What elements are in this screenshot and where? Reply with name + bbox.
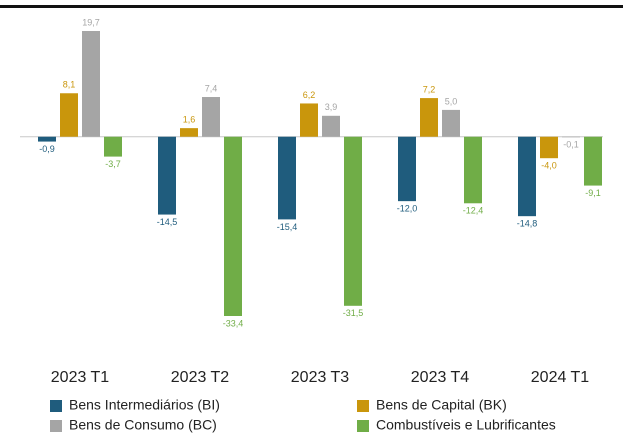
data-label: -14,5 [157,217,178,227]
data-label: 8,1 [63,80,76,90]
data-label: -0,9 [39,144,55,154]
bar [584,136,602,186]
bar [464,136,482,204]
bar [82,31,100,137]
bar [562,136,580,138]
data-label: -31,5 [343,308,364,318]
data-label: 19,7 [82,17,100,27]
data-label: 1,6 [183,115,196,125]
data-label: -3,7 [105,159,121,169]
x-tick-label: 2023 T1 [51,369,110,386]
bar [224,136,242,316]
legend-swatch [357,420,369,432]
x-tick-label: 2023 T2 [171,369,230,386]
x-tick-label: 2024 T1 [531,369,590,386]
data-label: 3,9 [325,102,338,112]
legend-swatch [357,400,369,412]
bar [344,136,362,306]
legend-swatch [50,420,62,432]
bar [442,109,460,137]
top-rule [0,5,623,8]
x-tick-label: 2023 T3 [291,369,350,386]
data-label: -9,1 [585,188,601,198]
legend-label: Bens Intermediários (BI) [69,397,220,413]
bar [60,93,78,137]
bar [202,97,220,137]
data-label: -0,1 [563,140,579,150]
data-label: -15,4 [277,222,298,232]
bar [278,136,296,220]
bar [518,136,536,217]
bar [398,136,416,202]
bar [540,136,558,159]
bar [322,115,340,137]
legend-label: Combustíveis e Lubrificantes [376,417,556,433]
bar [158,136,176,215]
data-label: -14,8 [517,219,538,229]
data-label: -12,0 [397,204,418,214]
bar [180,128,198,137]
data-label: 7,4 [205,83,218,93]
data-label: 7,2 [423,84,436,94]
data-label: -33,4 [223,318,244,328]
legend-label: Bens de Capital (BK) [376,397,507,413]
bar [420,98,438,137]
data-label: -12,4 [463,206,484,216]
data-label: 5,0 [445,96,458,106]
bar [104,136,122,157]
data-label: 6,2 [303,90,316,100]
legend-label: Bens de Consumo (BC) [69,417,217,433]
bar [300,103,318,137]
data-label: -4,0 [541,161,557,171]
bar [38,136,56,142]
legend-swatch [50,400,62,412]
x-tick-label: 2023 T4 [411,369,470,386]
